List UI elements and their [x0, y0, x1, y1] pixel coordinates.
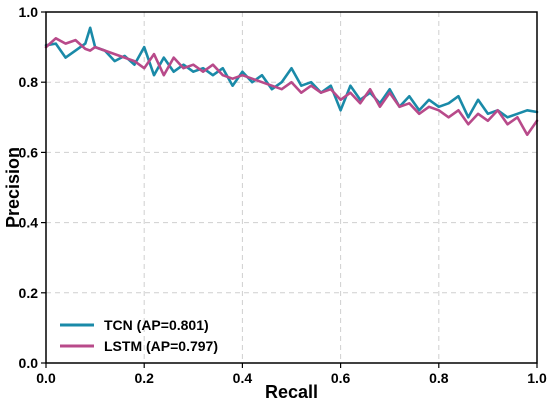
legend-label: TCN (AP=0.801): [104, 317, 209, 333]
grid: [46, 12, 537, 363]
series-line: [44, 26, 539, 119]
y-tick-label: 0.6: [19, 144, 39, 160]
y-tick-label: 0.8: [19, 74, 39, 90]
series-line: [44, 36, 539, 137]
y-tick-label: 1.0: [19, 4, 39, 20]
y-tick-label: 0.0: [19, 355, 39, 371]
x-tick-label: 0.0: [36, 370, 56, 386]
axis-ticks: 0.0 0.2 0.4 0.6 0.8 1.0 0.0 0.2 0.4 0.6 0.8 1.0: [19, 4, 547, 386]
legend-label: LSTM (AP=0.797): [104, 338, 218, 354]
plot-frame: [45, 11, 538, 364]
x-tick-label: 0.2: [134, 370, 154, 386]
series-lines: [44, 26, 539, 137]
x-tick-label: 0.8: [429, 370, 449, 386]
y-tick-label: 0.4: [19, 215, 39, 231]
y-axis-label: Precision: [3, 147, 23, 228]
y-tick-label: 0.2: [19, 285, 39, 301]
x-tick-label: 1.0: [527, 370, 547, 386]
x-axis-label: Recall: [265, 382, 318, 402]
x-tick-label: 0.4: [233, 370, 253, 386]
x-tick-label: 0.6: [331, 370, 351, 386]
legend: TCN (AP=0.801) LSTM (AP=0.797): [60, 317, 218, 354]
